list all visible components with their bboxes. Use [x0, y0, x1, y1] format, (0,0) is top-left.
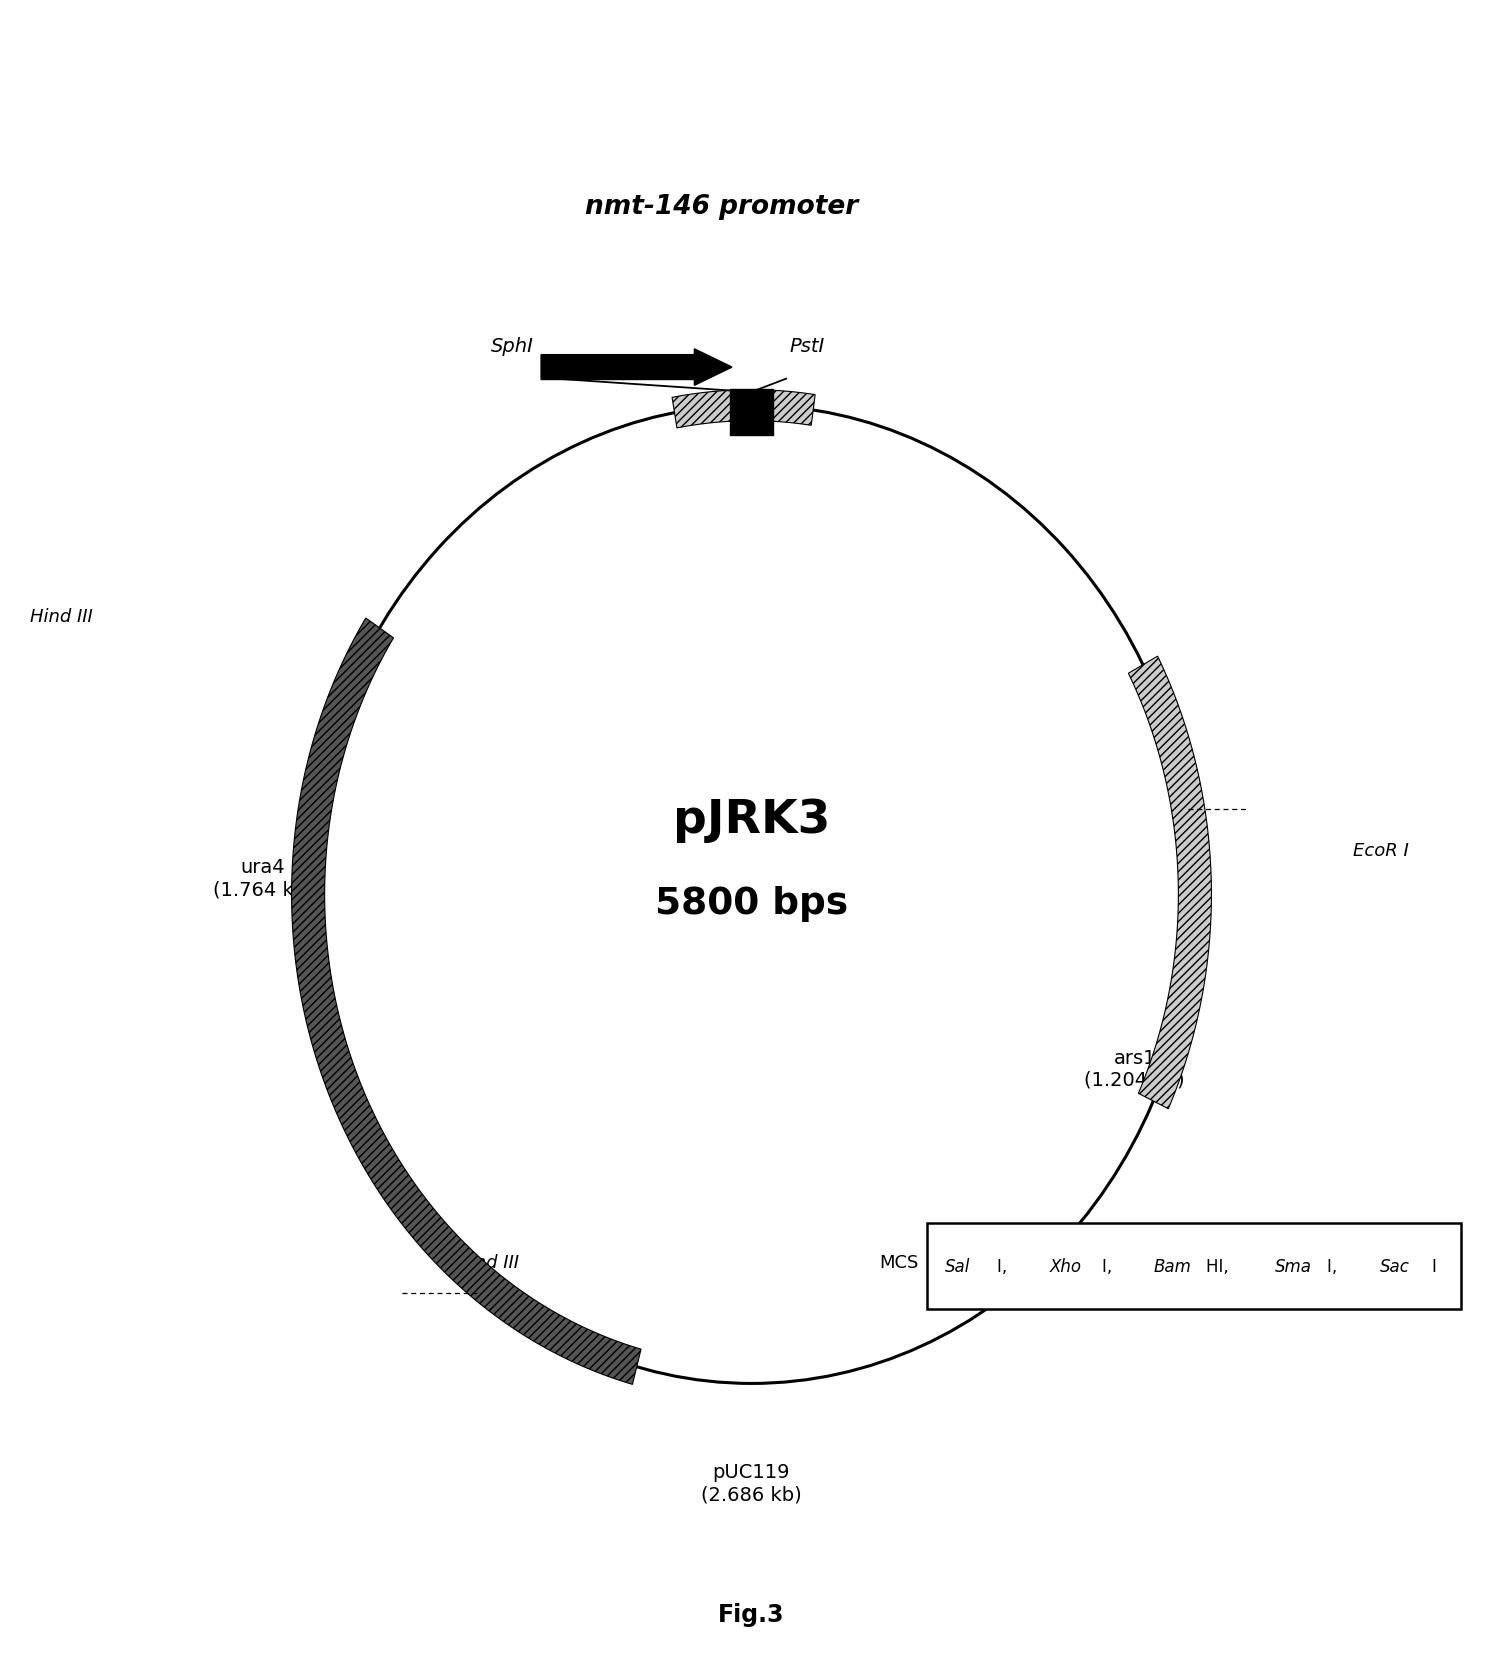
Text: ars1
(1.204 kb): ars1 (1.204 kb) — [1085, 1049, 1184, 1089]
Text: HI​nd III: HI​nd III — [455, 1254, 519, 1271]
Text: PstI: PstI — [789, 338, 824, 356]
Polygon shape — [672, 391, 815, 429]
Text: 5800 bps: 5800 bps — [655, 885, 848, 921]
Text: Fig.3: Fig.3 — [718, 1602, 785, 1626]
Polygon shape — [1129, 656, 1211, 1109]
Text: ura4
(1.764 kb): ura4 (1.764 kb) — [212, 858, 314, 898]
Text: I: I — [1431, 1258, 1437, 1274]
Bar — [730, 389, 773, 436]
Text: nmt-146 promoter: nmt-146 promoter — [585, 194, 858, 220]
Text: I,: I, — [1102, 1258, 1117, 1274]
Text: I,: I, — [1327, 1258, 1342, 1274]
Text: Bam: Bam — [1154, 1258, 1192, 1274]
Bar — [927, 1223, 1461, 1309]
Text: pJRK3: pJRK3 — [673, 797, 830, 843]
Polygon shape — [292, 618, 640, 1385]
Text: Sac: Sac — [1380, 1258, 1410, 1274]
Text: Hind III: Hind III — [30, 608, 93, 625]
Text: pUC119
(2.686 kb): pUC119 (2.686 kb) — [700, 1463, 803, 1503]
Text: Eco​R I: Eco​R I — [1353, 842, 1408, 858]
Text: I,: I, — [998, 1258, 1013, 1274]
FancyArrow shape — [541, 350, 732, 386]
Text: Sal: Sal — [945, 1258, 971, 1274]
Text: Xho: Xho — [1049, 1258, 1082, 1274]
Text: MCS: MCS — [879, 1254, 918, 1271]
Text: SphI: SphI — [490, 338, 534, 356]
Text: HI,: HI, — [1205, 1258, 1234, 1274]
Text: Sma: Sma — [1275, 1258, 1312, 1274]
